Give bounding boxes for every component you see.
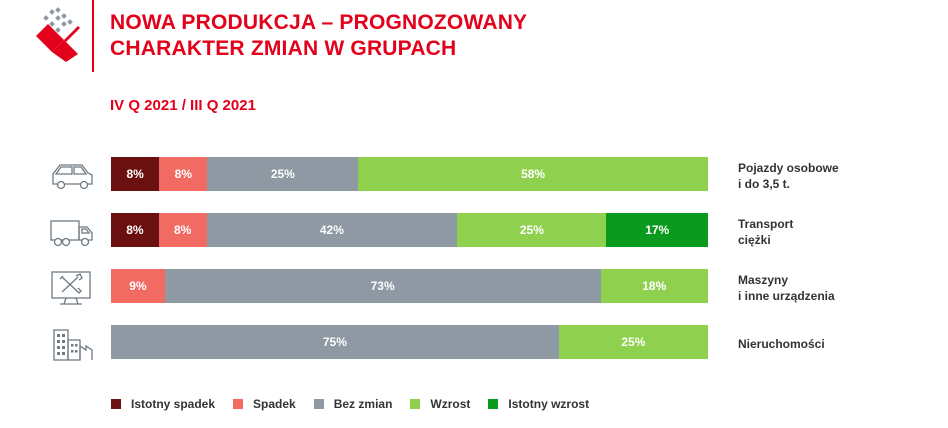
category-label-line: Pojazdy osobowe [738,161,839,175]
legend-swatch [111,399,121,409]
legend-swatch [233,399,244,409]
category-label-line: i inne urządzenia [738,289,835,303]
category-label-line: Maszyny [738,273,789,287]
header-divider [92,0,94,72]
bar-segment: 8% [111,213,159,247]
legend-label: Wzrost [430,397,471,411]
title-line-1: NOWA PRODUKCJA – PROGNOZOWANY [110,11,528,34]
category-label-line: Nieruchomości [738,337,825,351]
legend-item-spadek: Spadek [233,397,296,411]
bar-segment: 25% [207,157,359,191]
category-label-1: Transport ciężki [738,216,938,248]
category-label-0: Pojazdy osobowe i do 3,5 t. [738,160,938,192]
bar-row-3: 75% 25% [111,325,708,359]
title-line-2: CHARAKTER ZMIAN W GRUPACH [110,37,457,60]
bar-row-2: 9% 73% 18% [111,269,708,303]
bar-segment: 17% [606,213,708,247]
legend-item-bez-zmian: Bez zmian [313,397,393,411]
legend-label: Istotny wzrost [508,397,590,411]
bar-segment: 8% [111,157,160,191]
legend-item-istotny-spadek: Istotny spadek [111,397,215,411]
bar-segment: 58% [358,157,708,191]
bar-segment: 25% [457,213,607,247]
bar-segment: 25% [558,325,708,359]
bar-segment: 18% [600,269,708,303]
bar-segment: 8% [158,213,207,247]
bar-segment: 42% [206,213,458,247]
category-label-line: i do 3,5 t. [738,177,791,191]
legend-label: Spadek [253,397,296,411]
bar-row-1: 8% 8% 42% 25% 17% [111,213,708,247]
car-icon [52,164,93,190]
chart-subtitle: IV Q 2021 / III Q 2021 [110,97,256,114]
machine-tools-icon [51,271,91,305]
legend-item-wzrost: Wzrost [410,397,470,411]
truck-icon [50,220,93,247]
building-icon [53,329,93,361]
bar-segment: 73% [164,269,601,303]
legend-item-istotny-wzrost: Istotny wzrost [488,397,589,411]
legend-label: Bez zmian [333,397,393,411]
category-label-line: Transport [738,217,794,231]
bar-segment: 9% [111,269,165,303]
legend-swatch [488,399,499,409]
bar-segment: 75% [111,325,559,359]
company-logo-icon [36,7,80,62]
bar-segment: 8% [159,157,208,191]
category-label-2: Maszyny i inne urządzenia [738,272,938,304]
legend-swatch [410,399,421,409]
bar-row-0: 8% 8% 25% 58% [111,157,708,191]
legend-label: Istotny spadek [131,397,216,411]
page-title: NOWA PRODUKCJA – PROGNOZOWANY CHARAKTER … [110,10,527,62]
category-label-3: Nieruchomości [738,336,938,352]
chart-legend: Istotny spadek Spadek Bez zmian Wzrost I… [111,397,607,411]
category-label-line: ciężki [738,233,771,247]
legend-swatch [313,399,324,409]
